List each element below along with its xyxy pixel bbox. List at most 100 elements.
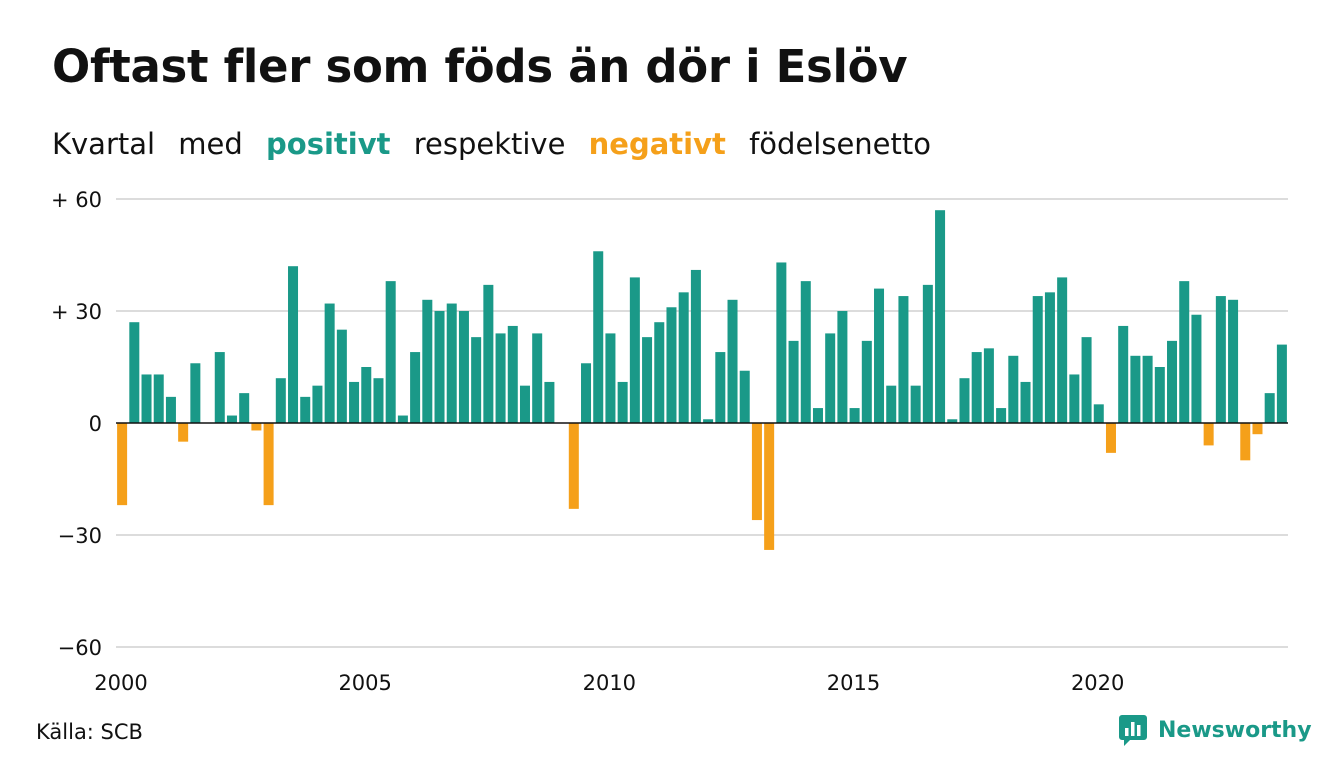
subtitle-word: respektive xyxy=(413,127,566,161)
bar-positive xyxy=(141,374,152,423)
bar-positive xyxy=(727,299,738,423)
bar-positive xyxy=(739,370,750,423)
bar-positive xyxy=(898,296,909,423)
bar-positive xyxy=(947,419,958,423)
bar-positive xyxy=(1264,393,1275,423)
bar-positive xyxy=(532,333,543,423)
brand-name: Newsworthy xyxy=(1158,717,1312,743)
bar-negative xyxy=(117,423,128,506)
subtitle-positive: positivt xyxy=(266,127,391,161)
y-tick-label: 0 xyxy=(89,412,102,436)
bar-positive xyxy=(239,393,250,423)
bar-positive xyxy=(690,269,701,423)
bar-positive xyxy=(788,340,799,423)
bar-positive xyxy=(666,307,677,423)
bar-positive xyxy=(190,363,201,423)
bar-positive xyxy=(349,381,360,423)
bar-positive xyxy=(874,288,885,423)
bar-positive xyxy=(1167,340,1178,423)
bar-positive xyxy=(1020,381,1031,423)
bar-positive xyxy=(544,381,555,423)
x-tick-label: 2005 xyxy=(338,671,391,695)
bar-positive xyxy=(800,281,811,423)
bar-positive xyxy=(886,385,897,423)
bar-positive xyxy=(849,408,860,423)
bar-positive xyxy=(715,352,726,423)
bar-positive xyxy=(373,378,384,423)
bar-positive xyxy=(507,325,518,423)
bar-positive xyxy=(361,367,372,423)
bar-negative xyxy=(1203,423,1214,446)
bar-positive xyxy=(336,329,347,423)
bar-positive xyxy=(996,408,1007,423)
bar-positive xyxy=(458,311,469,423)
bar-positive xyxy=(471,337,482,423)
x-tick-label: 2020 xyxy=(1071,671,1124,695)
bar-positive xyxy=(324,303,335,423)
bar-positive xyxy=(812,408,823,423)
bar-positive xyxy=(581,363,592,423)
bar-positive xyxy=(1081,337,1092,423)
subtitle-negative: negativt xyxy=(588,127,726,161)
x-tick-label: 2015 xyxy=(827,671,880,695)
x-tick-label: 2000 xyxy=(94,671,147,695)
bar-positive xyxy=(422,299,433,423)
bar-positive xyxy=(1093,404,1104,423)
y-tick-label: −60 xyxy=(58,636,102,660)
bar-positive xyxy=(1179,281,1190,423)
bar-positive xyxy=(935,210,946,423)
newsworthy-icon xyxy=(1119,715,1147,746)
x-tick-label: 2010 xyxy=(583,671,636,695)
bar-positive xyxy=(1191,314,1202,423)
bar-positive xyxy=(214,352,225,423)
chart-subtitle: Kvartal med positivt respektive negativt… xyxy=(52,127,945,161)
bar-positive xyxy=(385,281,396,423)
bar-negative xyxy=(1252,423,1263,435)
bar-positive xyxy=(312,385,323,423)
source-note: Källa: SCB xyxy=(36,720,143,744)
bar-positive xyxy=(678,292,689,423)
brand-logo: Newsworthy xyxy=(1118,713,1312,747)
y-tick-label: −30 xyxy=(58,524,102,548)
bar-positive xyxy=(922,284,933,423)
subtitle-word: med xyxy=(178,127,243,161)
bar-positive xyxy=(300,396,311,423)
bar-negative xyxy=(178,423,189,442)
bar-positive xyxy=(1008,355,1019,423)
bar-positive xyxy=(837,311,848,423)
bar-positive xyxy=(1130,355,1141,423)
y-tick-label: + 30 xyxy=(51,300,102,324)
bar-positive xyxy=(129,322,140,423)
bar-positive xyxy=(165,396,176,423)
bar-positive xyxy=(153,374,164,423)
bar-positive xyxy=(397,415,408,423)
bar-positive xyxy=(654,322,665,423)
bar-chart: + 60 + 30 0 −30 −60 2000 2005 2010 2015 2020 xyxy=(51,188,1288,695)
bar-positive xyxy=(983,348,994,423)
bar-positive xyxy=(483,284,494,423)
bar-positive xyxy=(226,415,237,423)
bar-positive xyxy=(410,352,421,423)
bar-positive xyxy=(275,378,286,423)
bar-positive xyxy=(825,333,836,423)
bar-negative xyxy=(764,423,775,550)
bar-negative xyxy=(568,423,579,509)
bar-positive xyxy=(971,352,982,423)
bar-positive xyxy=(910,385,921,423)
bar-positive xyxy=(1142,355,1153,423)
bar-positive xyxy=(519,385,530,423)
subtitle-word: Kvartal xyxy=(52,127,156,161)
bar-negative xyxy=(251,423,262,431)
bar-positive xyxy=(703,419,714,423)
bar-positive xyxy=(434,311,445,423)
bar-positive xyxy=(776,262,787,423)
y-tick-label: + 60 xyxy=(51,188,102,212)
bar-negative xyxy=(751,423,762,521)
bar-positive xyxy=(1069,374,1080,423)
bar-positive xyxy=(1057,277,1068,423)
bar-positive xyxy=(1228,299,1239,423)
subtitle-word: födelsenetto xyxy=(749,127,931,161)
bar-positive xyxy=(593,251,604,423)
bar-positive xyxy=(642,337,653,423)
bar-positive xyxy=(605,333,616,423)
